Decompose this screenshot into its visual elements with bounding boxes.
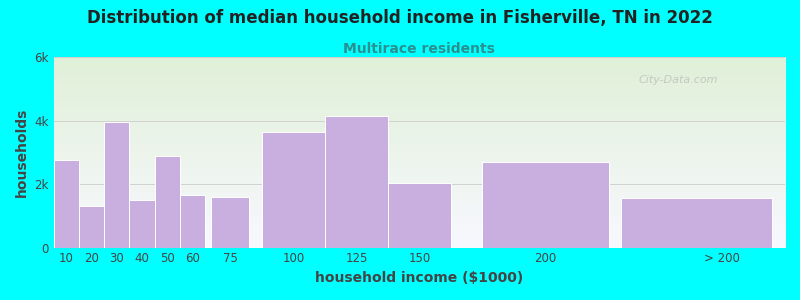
Bar bbox=[211, 197, 250, 248]
Text: Distribution of median household income in Fisherville, TN in 2022: Distribution of median household income … bbox=[87, 9, 713, 27]
Title: Multirace residents: Multirace residents bbox=[343, 42, 495, 56]
X-axis label: household income ($1000): household income ($1000) bbox=[315, 271, 523, 285]
Bar bbox=[154, 155, 180, 248]
Bar bbox=[79, 206, 104, 247]
Bar bbox=[262, 132, 325, 247]
Y-axis label: households: households bbox=[15, 108, 29, 197]
Bar bbox=[104, 122, 130, 248]
Bar bbox=[482, 162, 609, 247]
Text: City-Data.com: City-Data.com bbox=[638, 75, 718, 85]
Bar bbox=[325, 116, 388, 248]
Bar bbox=[180, 195, 205, 248]
Bar bbox=[388, 182, 451, 248]
Bar bbox=[130, 200, 154, 248]
Bar bbox=[621, 198, 772, 248]
Bar bbox=[54, 160, 79, 248]
